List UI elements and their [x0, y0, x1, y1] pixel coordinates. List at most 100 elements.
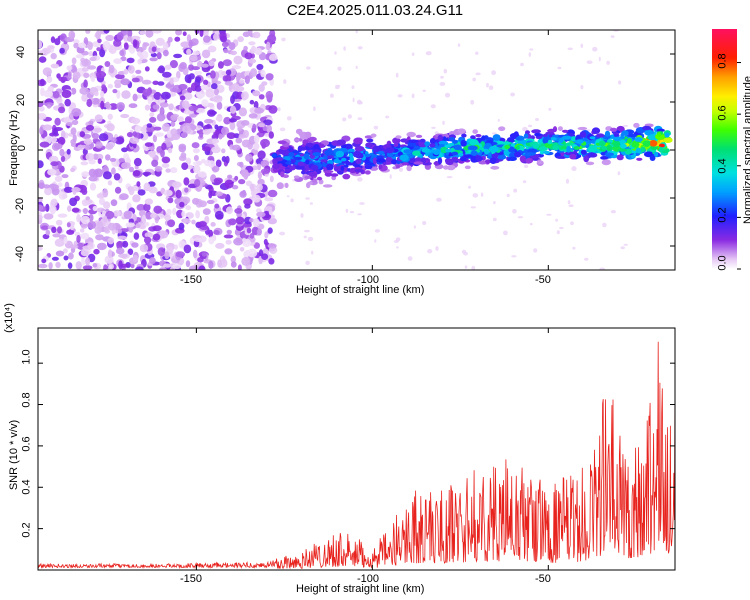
spectrum-blob	[191, 66, 200, 71]
spectrum-speck	[407, 256, 413, 261]
spectrum-blob	[222, 59, 232, 67]
spectrum-blob	[88, 51, 93, 57]
spectrum-blob	[122, 240, 129, 248]
spectrum-blob	[191, 142, 200, 149]
spectrum-blob	[82, 245, 93, 251]
spectrum-blob	[78, 42, 87, 49]
spectrum-ridge-blob	[484, 148, 489, 155]
spectrum-speck	[334, 51, 337, 55]
spectrum-blob	[128, 186, 135, 196]
bottom-x-tick: -100	[357, 573, 380, 585]
spectrum-ridge-blob	[366, 138, 374, 143]
spectrum-blob	[92, 153, 99, 160]
spectrum-blob	[69, 102, 76, 110]
spectrum-ridge-blob	[561, 135, 572, 140]
spectrum-ridge-blob	[525, 158, 532, 164]
spectrum-blob	[254, 47, 263, 56]
spectrum-blob	[127, 65, 135, 74]
spectrum-blob	[226, 229, 232, 235]
spectrum-blob	[181, 210, 186, 218]
spectrum-blob	[163, 49, 169, 57]
spectrum-ridge-blob	[610, 127, 617, 132]
spectrum-ridge-blob	[326, 163, 334, 171]
spectrum-speck	[568, 204, 574, 207]
spectrum-blob	[68, 252, 74, 260]
colorbar-tick: 0.6	[716, 105, 729, 121]
spectrum-blob	[252, 90, 261, 97]
spectrum-blob	[222, 75, 229, 82]
spectrum-speck	[535, 118, 539, 121]
spectrum-blob	[202, 146, 211, 152]
spectrum-blob	[81, 232, 90, 240]
spectrum-blob	[258, 94, 265, 100]
spectrum-blob	[50, 161, 59, 167]
spectrum-blob	[151, 159, 159, 167]
spectrum-speck	[396, 246, 399, 249]
spectrum-blob	[221, 148, 226, 154]
spectrum-blob	[235, 137, 243, 144]
spectrum-blob	[262, 125, 268, 131]
spectrum-speck	[517, 216, 524, 219]
spectrum-ridge-blob	[320, 159, 328, 163]
spectrum-blob	[145, 30, 154, 38]
spectrum-blob	[71, 207, 80, 213]
spectrum-ridge-blob	[376, 158, 386, 163]
spectrum-blob	[241, 169, 249, 178]
spectrum-blob	[62, 248, 68, 254]
spectrum-blob	[43, 90, 53, 98]
spectrum-blob	[131, 242, 139, 248]
spectrum-blob	[66, 148, 71, 155]
spectrum-blob	[66, 122, 73, 127]
spectrum-ridge-blob	[298, 146, 303, 152]
spectrum-blob	[115, 247, 125, 255]
spectrum-ridge-blob	[305, 159, 310, 165]
spectrum-blob	[50, 36, 56, 43]
spectrum-blob	[224, 81, 233, 86]
spectrum-ridge-blob	[429, 143, 436, 148]
spectrum-blob	[102, 188, 109, 198]
spectrum-blob	[179, 61, 187, 70]
spectrum-blob	[254, 107, 264, 114]
spectrum-blob	[258, 84, 265, 92]
spectrum-blob	[90, 76, 96, 83]
spectrum-ridge-blob	[458, 152, 464, 157]
spectrum-ridge-blob	[532, 142, 540, 149]
spectrum-blob	[235, 216, 245, 225]
spectrum-blob	[75, 261, 83, 270]
spectrum-ridge-blob	[372, 145, 382, 152]
spectrum-ridge-blob	[523, 133, 529, 139]
spectrum-ridge-blob	[616, 154, 624, 161]
spectrum-blob	[161, 163, 170, 168]
spectrum-blob	[68, 30, 76, 40]
spectrum-ridge-blob	[648, 134, 658, 141]
bottom-y-tick: 0.8	[20, 392, 33, 408]
spectrum-blob	[105, 101, 111, 110]
spectrum-speck	[411, 93, 415, 99]
spectrum-blob	[110, 199, 118, 207]
spectrum-blob	[210, 222, 216, 227]
spectrum-blob	[88, 168, 97, 177]
spectrum-blob	[252, 194, 261, 203]
spectrum-blob	[63, 236, 68, 244]
spectrum-blob	[72, 134, 77, 143]
spectrum-blob	[99, 48, 106, 58]
spectrum-ridge-blob	[275, 157, 284, 162]
spectrum-ridge-blob	[305, 142, 314, 147]
spectrum-blob	[223, 48, 229, 54]
spectrum-blob	[216, 101, 223, 110]
spectrum-blob	[172, 207, 177, 216]
spectrum-blob	[257, 171, 262, 180]
spectrum-blob	[185, 205, 192, 211]
spectrum-blob	[95, 70, 106, 79]
spectrum-blob	[116, 90, 121, 99]
spectrum-blob	[204, 215, 210, 224]
spectrum-blob	[168, 103, 174, 111]
spectrum-blob	[186, 87, 193, 94]
spectrum-speck	[548, 107, 552, 111]
spectrum-speck	[529, 222, 533, 226]
spectrum-blob	[113, 39, 122, 47]
spectrum-blob	[208, 60, 215, 67]
spectrum-blob	[107, 222, 117, 231]
spectrum-ridge-blob	[308, 172, 318, 177]
spectrum-blob	[69, 244, 79, 249]
